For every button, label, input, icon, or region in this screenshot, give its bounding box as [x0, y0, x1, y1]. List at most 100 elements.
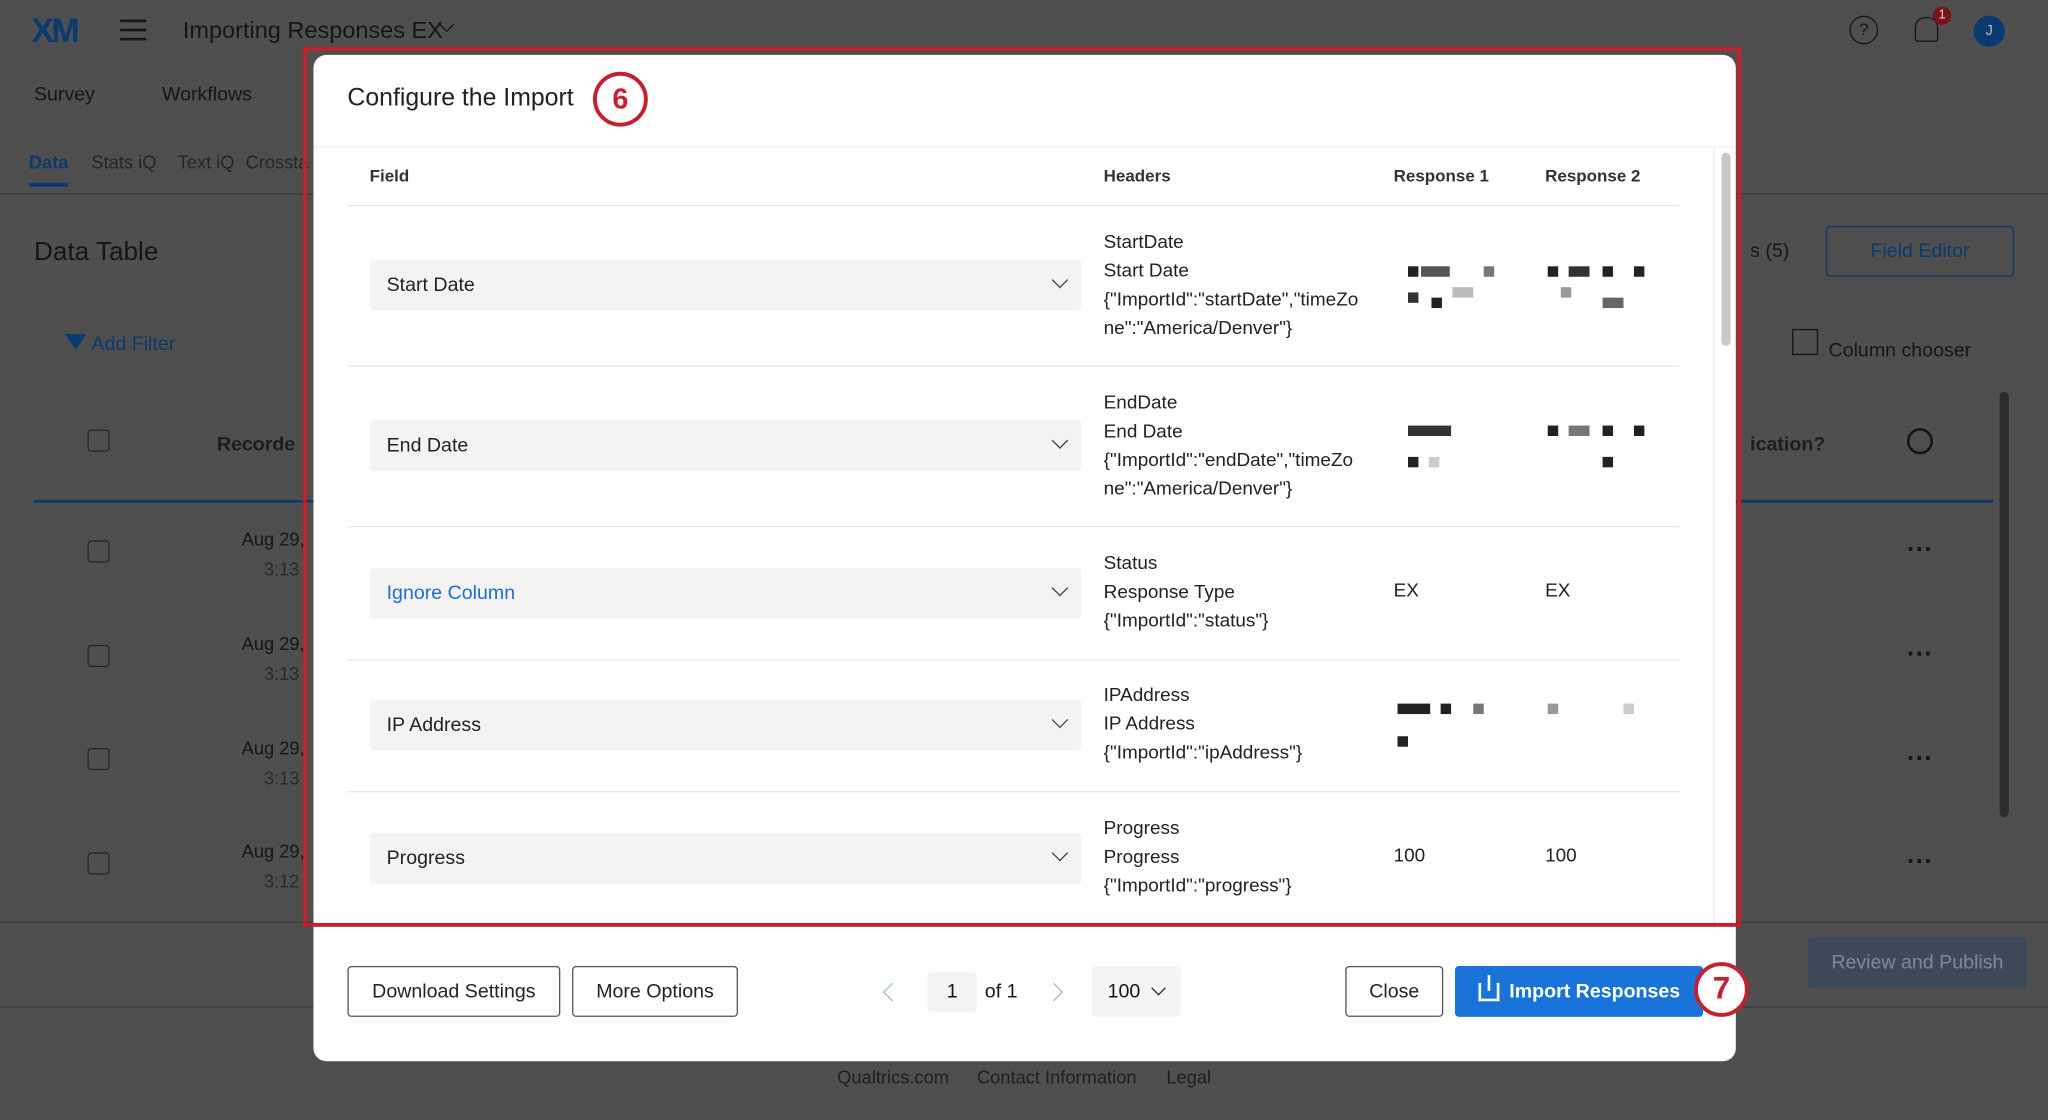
- more-options-button[interactable]: More Options: [572, 965, 738, 1017]
- row-checkbox[interactable]: [87, 540, 110, 563]
- column-chooser-button[interactable]: Column chooser: [1828, 339, 1972, 362]
- redacted-response-1: [1407, 266, 1499, 313]
- footer-link-legal[interactable]: Legal: [1166, 1066, 1212, 1088]
- column-chooser-icon: [1791, 328, 1819, 356]
- response-2-value: EX: [1545, 580, 1571, 602]
- field-select-value: End Date: [386, 434, 469, 457]
- header-line: {"ImportId":"endDate","timeZo: [1103, 450, 1354, 472]
- tab-data[interactable]: Data: [28, 151, 69, 187]
- import-responses-button[interactable]: Import Responses: [1454, 965, 1704, 1017]
- header-line: {"ImportId":"progress"}: [1103, 875, 1292, 897]
- column-header-field: Field: [369, 165, 410, 186]
- row-time: 3:13: [263, 767, 300, 789]
- columns-dropdown[interactable]: s (5): [1750, 240, 1790, 263]
- field-select-start-date[interactable]: Start Date: [369, 259, 1082, 311]
- row-checkbox[interactable]: [87, 747, 110, 771]
- tab-crosstabs[interactable]: Crossta: [245, 151, 309, 173]
- footer-link-contact[interactable]: Contact Information: [976, 1066, 1137, 1088]
- row-date: Aug 29,: [241, 737, 305, 759]
- review-publish-button[interactable]: Review and Publish: [1807, 937, 2028, 989]
- close-button[interactable]: Close: [1345, 965, 1444, 1017]
- field-select-value: IP Address: [386, 714, 482, 737]
- download-settings-button[interactable]: Download Settings: [347, 965, 561, 1017]
- field-editor-label: Field Editor: [1870, 240, 1970, 263]
- chevron-down-icon: [1051, 844, 1069, 862]
- redacted-response-2: [1547, 266, 1646, 313]
- page-input[interactable]: 1: [927, 972, 977, 1012]
- title-divider: [313, 146, 1736, 148]
- configure-import-dialog: Configure the Import Field Headers Respo…: [313, 54, 1736, 1062]
- row-actions-icon[interactable]: ···: [1906, 639, 1934, 669]
- page-of-label: of 1: [984, 980, 1018, 1003]
- menu-icon[interactable]: [120, 19, 147, 41]
- footer-link-qualtrics[interactable]: Qualtrics.com: [837, 1066, 949, 1088]
- divider: [347, 204, 1680, 207]
- column-header-recorded[interactable]: Recorde: [216, 433, 296, 456]
- field-select-value: Start Date: [386, 274, 475, 297]
- survey-title[interactable]: Importing Responses EX: [182, 16, 443, 44]
- row-date: Aug 29,: [241, 528, 305, 550]
- avatar[interactable]: J: [1973, 15, 2005, 47]
- header-line: EndDate: [1103, 392, 1178, 414]
- chevron-down-icon: [1051, 271, 1069, 289]
- redacted-response-2: [1547, 425, 1646, 473]
- field-editor-button[interactable]: Field Editor: [1825, 225, 2015, 277]
- filter-icon[interactable]: [65, 334, 87, 350]
- gear-icon[interactable]: [1906, 428, 1934, 455]
- header-line: Start Date: [1103, 261, 1189, 282]
- header-line: Response Type: [1103, 582, 1235, 604]
- header-line: IP Address: [1103, 714, 1195, 735]
- header-line: {"ImportId":"status"}: [1103, 610, 1269, 632]
- row-date: Aug 29,: [241, 633, 305, 655]
- header-line: {"ImportId":"startDate","timeZo: [1103, 289, 1359, 311]
- xm-logo: XM: [31, 10, 79, 50]
- help-icon[interactable]: ?: [1849, 15, 1879, 45]
- redacted-response-2: [1547, 703, 1646, 751]
- tab-text-iq[interactable]: Text iQ: [177, 151, 235, 173]
- row-time: 3:13: [263, 663, 300, 685]
- header-line: Progress: [1103, 847, 1180, 869]
- redacted-response-1: [1407, 425, 1460, 473]
- response-1-value: 100: [1393, 845, 1426, 867]
- field-select-ip-address[interactable]: IP Address: [369, 699, 1082, 751]
- close-label: Close: [1369, 980, 1420, 1003]
- header-info: IPAddress IP Address {"ImportId":"ipAddr…: [1104, 681, 1378, 767]
- row-checkbox[interactable]: [87, 644, 110, 668]
- row-date: Aug 29,: [241, 840, 305, 862]
- per-page-value: 100: [1107, 980, 1141, 1003]
- field-select-ignore-column[interactable]: Ignore Column: [369, 567, 1082, 619]
- divider: [347, 659, 1680, 661]
- response-2-value: 100: [1545, 845, 1577, 867]
- column-header-right[interactable]: ication?: [1750, 433, 1826, 456]
- nav-workflows[interactable]: Workflows: [161, 83, 252, 106]
- scrollbar[interactable]: [1721, 152, 1731, 346]
- row-actions-icon[interactable]: ···: [1906, 847, 1934, 876]
- scrollbar[interactable]: [1999, 391, 2009, 818]
- scroll-track: [1713, 146, 1715, 930]
- import-responses-label: Import Responses: [1509, 980, 1681, 1003]
- add-filter-button[interactable]: Add Filter: [91, 332, 176, 356]
- chevron-down-icon: [1051, 432, 1069, 449]
- header-line: ne":"America/Denver"}: [1103, 479, 1293, 500]
- nav-survey[interactable]: Survey: [33, 83, 95, 106]
- field-select-end-date[interactable]: End Date: [369, 420, 1082, 472]
- notification-badge: 1: [1933, 6, 1952, 25]
- row-actions-icon[interactable]: ···: [1906, 744, 1934, 773]
- row-actions-icon[interactable]: ···: [1906, 535, 1934, 564]
- redacted-response-1: [1397, 703, 1502, 751]
- next-page-icon[interactable]: [1044, 982, 1064, 1002]
- dialog-title: Configure the Import: [347, 84, 574, 113]
- upload-icon: [1477, 974, 1499, 1001]
- field-select-progress[interactable]: Progress: [369, 832, 1082, 884]
- review-publish-label: Review and Publish: [1831, 951, 2004, 974]
- per-page-select[interactable]: 100: [1091, 965, 1181, 1017]
- row-checkbox[interactable]: [87, 852, 110, 875]
- select-all-checkbox[interactable]: [87, 429, 110, 452]
- page-title: Data Table: [33, 237, 159, 267]
- column-header-response-1: Response 1: [1393, 165, 1489, 186]
- tab-stats-iq[interactable]: Stats iQ: [91, 151, 157, 173]
- previous-page-icon[interactable]: [882, 982, 902, 1002]
- bell-icon[interactable]: [1914, 16, 1939, 42]
- chevron-down-icon: [1051, 711, 1069, 729]
- field-select-value: Ignore Column: [386, 582, 516, 605]
